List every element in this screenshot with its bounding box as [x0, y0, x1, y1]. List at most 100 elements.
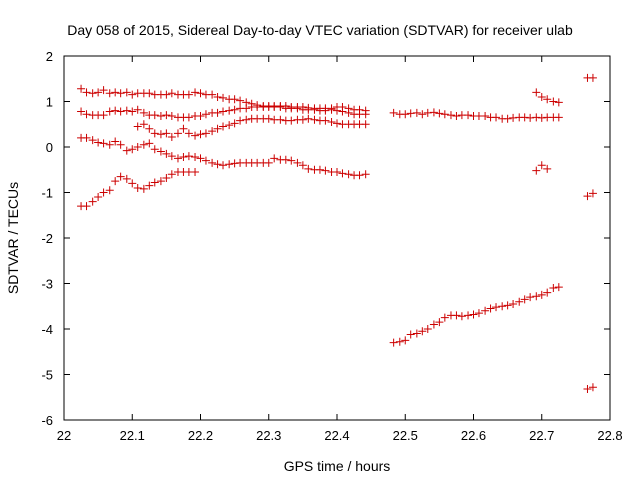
data-point [219, 93, 228, 102]
data-point [509, 299, 518, 308]
data-point [264, 114, 273, 123]
data-point [230, 119, 239, 128]
data-point [588, 73, 597, 82]
data-point [406, 330, 415, 339]
data-point [219, 107, 228, 116]
data-point [492, 113, 501, 122]
data-point [361, 110, 370, 119]
data-point [492, 303, 501, 312]
data-point [423, 325, 432, 333]
data-point [133, 122, 142, 131]
data-point [105, 107, 114, 116]
data-point [389, 338, 398, 347]
data-point [122, 174, 131, 183]
data-point [452, 112, 461, 121]
y-tick-label: -3 [41, 277, 53, 292]
data-point [133, 143, 142, 151]
data-point [82, 110, 91, 119]
data-point [82, 202, 91, 211]
data-point [225, 106, 234, 115]
data-point [554, 113, 563, 122]
data-point [287, 116, 296, 125]
data-point [145, 124, 154, 133]
data-point [139, 184, 148, 193]
data-point [333, 168, 341, 177]
y-tick-label: 2 [46, 49, 53, 64]
data-point [464, 111, 473, 120]
data-point [338, 107, 347, 116]
data-point [554, 98, 563, 107]
data-point [418, 327, 427, 336]
data-point [122, 146, 131, 155]
data-point [191, 168, 200, 177]
data-point [111, 88, 120, 97]
data-point [116, 140, 125, 149]
data-point [213, 160, 222, 169]
data-point [88, 89, 97, 98]
data-point [184, 152, 193, 161]
data-point [77, 107, 86, 116]
data-point [537, 161, 546, 170]
data-point [293, 104, 302, 113]
data-point [173, 129, 182, 138]
data-point [201, 156, 210, 165]
data-point [401, 110, 410, 119]
data-point [435, 109, 444, 118]
data-point [344, 170, 353, 179]
data-point [94, 88, 103, 97]
data-point [446, 111, 455, 120]
data-point [537, 92, 546, 101]
series-track-g [532, 73, 597, 394]
data-point [520, 295, 529, 304]
data-point [287, 156, 296, 165]
data-point [515, 297, 524, 306]
data-point [150, 129, 159, 138]
data-point [162, 111, 171, 120]
data-point [225, 160, 234, 169]
data-point [543, 288, 552, 297]
data-point [225, 121, 234, 130]
data-point [77, 84, 86, 93]
data-point [111, 137, 120, 146]
data-point [105, 186, 114, 195]
data-point [150, 178, 159, 187]
data-point [162, 149, 171, 158]
data-point [105, 89, 114, 98]
data-point [532, 292, 541, 301]
data-point [162, 129, 171, 138]
data-point [395, 337, 404, 346]
data-point [464, 311, 473, 320]
data-point [361, 120, 370, 129]
data-point [201, 129, 210, 138]
data-point [139, 108, 148, 117]
data-point [293, 158, 302, 167]
data-point [208, 127, 217, 136]
series-track-f [389, 283, 563, 347]
data-point [554, 283, 563, 292]
data-point [321, 106, 330, 115]
data-point [133, 105, 142, 114]
data-point [191, 88, 200, 97]
data-point [116, 172, 125, 181]
data-point [167, 89, 176, 98]
data-point [219, 122, 228, 131]
data-point [111, 106, 120, 115]
data-point [333, 106, 341, 115]
data-point [236, 116, 245, 125]
data-point [145, 181, 154, 190]
data-point [191, 153, 200, 162]
data-point [338, 169, 347, 178]
data-point [133, 183, 142, 192]
x-tick-label: 22.4 [324, 428, 349, 443]
data-point [276, 115, 285, 124]
data-point [276, 102, 285, 111]
data-point [469, 310, 478, 319]
data-point [481, 306, 490, 315]
data-point [116, 107, 125, 116]
data-point [167, 112, 176, 121]
data-point [230, 95, 239, 104]
data-point [549, 284, 558, 293]
data-point [116, 89, 125, 98]
data-point [150, 145, 159, 154]
data-point [184, 90, 193, 99]
